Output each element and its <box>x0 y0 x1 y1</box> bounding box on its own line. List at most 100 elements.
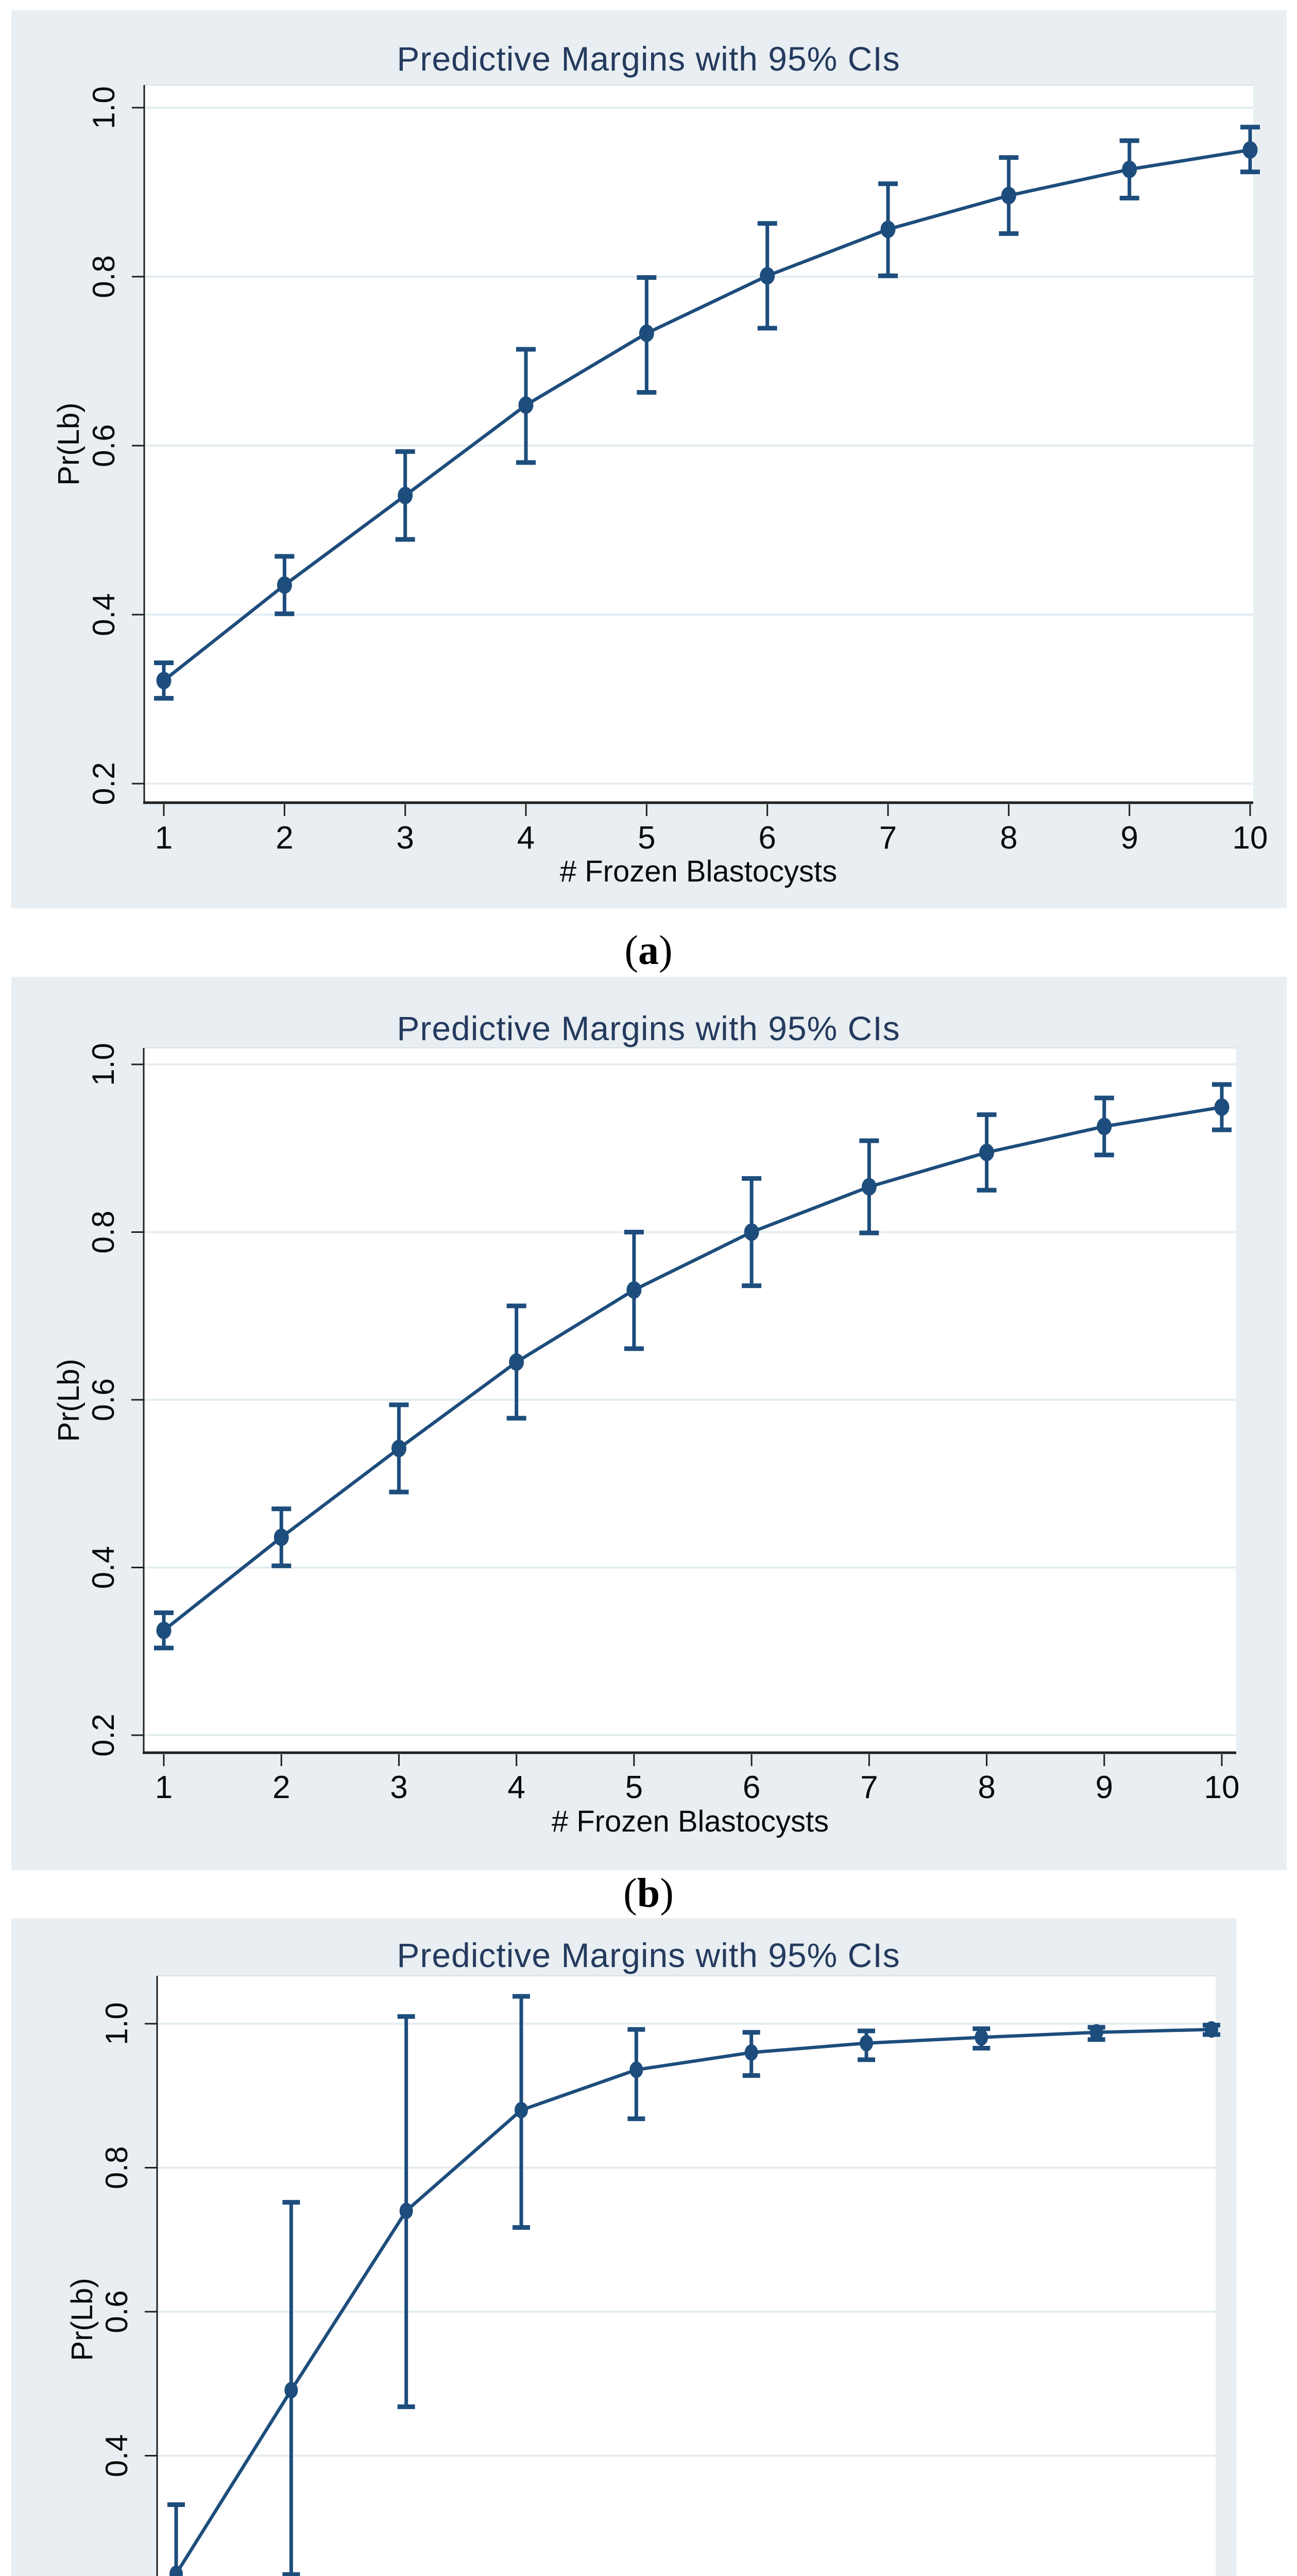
gridlines <box>144 107 1253 785</box>
chart-a-title: Predictive Margins with 95% CIs <box>397 40 900 78</box>
data-point <box>626 1281 642 1299</box>
data-point <box>629 2061 643 2078</box>
y-tick-label: 0.8 <box>87 255 121 298</box>
y-tick-labels: 0.2 0.4 0.6 0.8 1.0 <box>86 1043 121 1756</box>
markers <box>156 141 1258 689</box>
panel-b-label: (b) <box>0 1870 1297 1917</box>
data-point <box>518 396 534 414</box>
data-point <box>284 2382 298 2399</box>
data-point <box>274 1528 289 1546</box>
chart-b-title: Predictive Margins with 95% CIs <box>397 1009 900 1047</box>
data-point <box>156 671 172 689</box>
chart-b-ylabel: Pr(Lb) <box>52 1359 86 1442</box>
axis-ticks <box>145 2023 157 2456</box>
chart-a-xlabel: # Frozen Blastocysts <box>559 855 838 888</box>
x-tick-labels: 1 2 3 4 5 6 7 8 9 10 <box>155 1754 1240 1805</box>
chart-a-plot: 0.2 0.4 0.6 0.8 1.0 1 2 3 4 5 6 7 8 9 10 <box>11 10 1287 908</box>
panel-a-label-open: ( <box>624 928 638 973</box>
x-tick-label: 9 <box>1096 1770 1113 1805</box>
series-line <box>175 2027 1212 2575</box>
gridlines <box>144 1063 1236 1736</box>
data-point <box>1242 141 1258 159</box>
panel-a-label: (a) <box>0 927 1297 974</box>
data-point <box>880 221 896 239</box>
panel-a-label-close: ) <box>659 928 673 973</box>
data-point <box>860 2035 873 2052</box>
panel-b-label-letter: b <box>637 1871 660 1916</box>
axis-ticks <box>131 1063 144 1736</box>
data-point <box>1205 2021 1218 2038</box>
y-tick-label: 0.6 <box>99 2290 134 2333</box>
x-tick-label: 4 <box>507 1770 525 1805</box>
panel-b-label-close: ) <box>660 1871 674 1916</box>
gridlines <box>157 2023 1216 2457</box>
x-tick-label: 10 <box>1204 1770 1240 1805</box>
y-tick-label: 0.4 <box>86 1546 121 1589</box>
data-point <box>277 576 292 594</box>
chart-c-title: Predictive Margins with 95% CIs <box>397 1936 900 1974</box>
data-point <box>744 2044 758 2061</box>
y-tick-label: 0.6 <box>86 1378 121 1421</box>
y-tick-label: 1.0 <box>86 1043 121 1086</box>
chart-b-plot: 0.2 0.4 0.6 0.8 1.0 1 2 3 4 5 6 7 8 9 10 <box>11 977 1287 1870</box>
series-line <box>162 1105 1222 1632</box>
data-point <box>398 486 413 504</box>
chart-c-ylabel: Pr(Lb) <box>65 2277 99 2361</box>
y-tick-label: 0.8 <box>99 2146 134 2189</box>
x-tick-labels: 1 2 3 4 5 6 7 8 9 10 <box>155 804 1268 856</box>
panel-a: 0.2 0.4 0.6 0.8 1.0 1 2 3 4 5 6 7 8 9 10 Predictive Ma… <box>0 10 1297 977</box>
y-tick-label: 0.2 <box>86 1714 121 1756</box>
x-tick-label: 10 <box>1233 820 1268 856</box>
x-tick-label: 5 <box>638 820 655 856</box>
data-point <box>509 1353 524 1371</box>
panel-a-label-letter: a <box>638 928 659 973</box>
x-tick-label: 4 <box>517 820 535 856</box>
x-tick-label: 7 <box>860 1770 878 1805</box>
y-tick-label: 1.0 <box>99 2002 134 2045</box>
y-tick-labels: 0.20.40.60.81.0 <box>99 2002 134 2477</box>
x-tick-label: 6 <box>743 1770 760 1805</box>
y-tick-label: 1.0 <box>87 86 121 129</box>
plot-area <box>144 85 1253 803</box>
series-line <box>162 148 1251 682</box>
x-tick-label: 3 <box>390 1770 407 1805</box>
x-tick-label: 2 <box>272 1770 290 1805</box>
panel-b: 0.2 0.4 0.6 0.8 1.0 1 2 3 4 5 6 7 8 9 10 Predictive Ma… <box>0 977 1297 1918</box>
x-tick-label: 8 <box>1000 820 1017 856</box>
data-point <box>515 2102 528 2119</box>
plot-area <box>157 1976 1216 2576</box>
data-point <box>156 1621 172 1639</box>
panel-b-label-open: ( <box>623 1871 637 1916</box>
data-point <box>744 1223 759 1241</box>
markers <box>169 2021 1218 2576</box>
y-tick-labels: 0.20.40.60.81.0 <box>87 86 121 805</box>
x-tick-label: 5 <box>625 1770 643 1805</box>
data-point <box>975 2029 988 2046</box>
data-point <box>760 267 775 285</box>
data-point <box>639 324 654 342</box>
data-point <box>861 1178 877 1196</box>
axis-ticks <box>132 107 144 785</box>
x-tick-label: 7 <box>879 820 897 856</box>
x-tick-label: 1 <box>155 1770 173 1805</box>
data-point <box>1122 160 1137 178</box>
data-point <box>979 1143 995 1161</box>
y-tick-label: 0.4 <box>99 2434 134 2477</box>
x-tick-label: 8 <box>978 1770 995 1805</box>
data-point <box>399 2202 413 2219</box>
chart-b-xlabel: # Frozen Blastocysts <box>551 1805 829 1838</box>
x-tick-label: 1 <box>155 820 173 856</box>
y-tick-label: 0.8 <box>86 1211 121 1253</box>
markers <box>156 1098 1230 1639</box>
data-point <box>1214 1098 1230 1116</box>
x-tick-label: 3 <box>396 820 414 856</box>
y-tick-label: 0.2 <box>87 762 121 805</box>
data-point <box>1089 2024 1103 2041</box>
data-point <box>1097 1117 1112 1136</box>
data-point <box>1001 187 1016 205</box>
x-tick-label: 9 <box>1120 820 1138 856</box>
y-tick-label: 0.4 <box>87 593 121 636</box>
